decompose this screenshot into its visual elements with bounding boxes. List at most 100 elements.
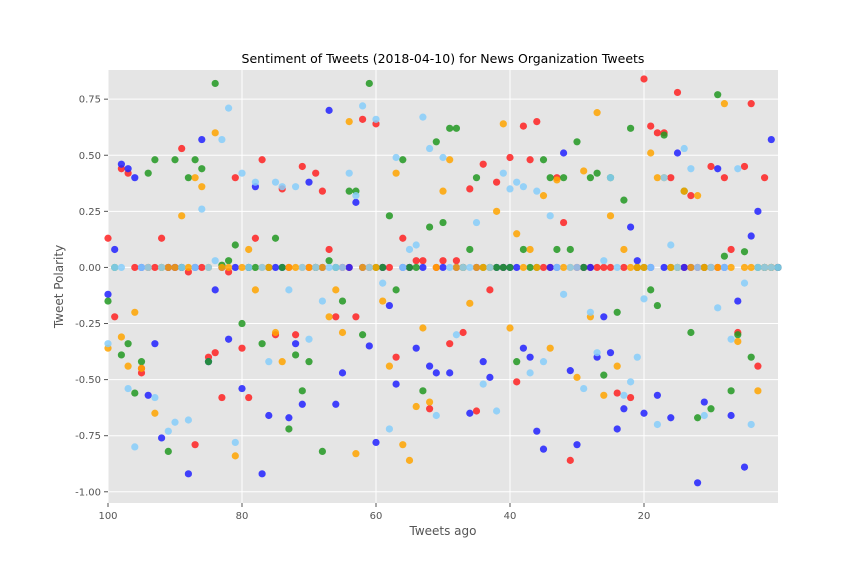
data-point-gold xyxy=(218,263,226,272)
data-point-gold xyxy=(426,398,434,406)
data-point-gold xyxy=(338,328,347,337)
x-tick-label: 100 xyxy=(98,511,117,522)
data-point-red xyxy=(566,456,574,464)
data-point-green xyxy=(426,223,434,231)
data-point-gold xyxy=(151,409,159,417)
data-point-green xyxy=(131,389,139,397)
data-point-blue xyxy=(124,165,132,173)
data-point-blue xyxy=(546,263,554,272)
data-point-blue xyxy=(627,223,635,231)
data-point-green xyxy=(198,165,206,173)
data-point-blue xyxy=(104,290,112,298)
data-point-lightblue xyxy=(392,153,400,162)
data-point-lightblue xyxy=(359,102,367,110)
data-point-green xyxy=(707,405,715,413)
data-point-green xyxy=(117,351,125,359)
data-point-blue xyxy=(144,391,152,399)
data-point-red xyxy=(667,174,675,182)
data-point-blue xyxy=(573,441,581,449)
data-point-red xyxy=(131,263,139,272)
data-point-lightblue xyxy=(486,263,494,272)
data-point-green xyxy=(513,358,521,366)
data-point-green xyxy=(586,174,595,182)
data-point-gold xyxy=(620,245,628,254)
data-point-blue xyxy=(265,411,273,420)
data-point-blue xyxy=(673,149,682,157)
data-point-blue xyxy=(560,149,568,157)
data-point-green xyxy=(613,308,621,316)
data-point-red xyxy=(720,174,729,182)
data-point-green xyxy=(560,174,568,182)
data-point-lightblue xyxy=(680,144,688,153)
data-point-gold xyxy=(754,387,762,395)
data-point-red xyxy=(332,313,340,321)
data-point-lightblue xyxy=(720,263,729,272)
data-point-lightblue xyxy=(426,144,434,153)
data-point-lightblue xyxy=(439,153,447,162)
data-point-green xyxy=(385,212,393,220)
data-point-blue xyxy=(479,358,487,366)
data-point-gold xyxy=(747,263,755,272)
data-point-blue xyxy=(620,405,628,413)
data-point-lightblue xyxy=(761,263,769,272)
data-point-gold xyxy=(352,450,360,458)
data-point-green xyxy=(580,263,588,272)
data-point-blue xyxy=(747,232,755,240)
data-point-gold xyxy=(472,263,481,272)
data-point-green xyxy=(225,257,233,265)
data-point-green xyxy=(379,263,387,272)
data-point-blue xyxy=(439,263,447,272)
data-point-green xyxy=(439,218,447,227)
data-point-lightblue xyxy=(620,391,628,399)
data-point-gold xyxy=(359,263,367,272)
data-point-green xyxy=(325,257,333,265)
data-point-gold xyxy=(452,263,460,272)
data-point-blue xyxy=(566,367,574,375)
data-point-gold xyxy=(640,263,648,272)
data-point-green xyxy=(687,328,695,337)
x-axis-ticks: 100 80 60 40 20 xyxy=(98,503,650,522)
data-point-green xyxy=(539,156,548,164)
data-point-red xyxy=(459,328,467,337)
data-point-gold xyxy=(720,100,729,108)
data-point-red xyxy=(218,393,226,402)
data-point-blue xyxy=(305,178,313,186)
data-point-lightblue xyxy=(667,241,675,249)
data-point-gold xyxy=(117,333,125,341)
data-point-green xyxy=(734,331,742,339)
data-point-red xyxy=(419,257,427,265)
data-point-lightblue xyxy=(151,393,159,402)
data-point-lightblue xyxy=(345,169,353,177)
data-point-lightblue xyxy=(627,378,635,386)
data-point-gold xyxy=(137,364,146,372)
data-point-red xyxy=(533,118,541,126)
data-point-lightblue xyxy=(178,263,186,272)
data-point-lightblue xyxy=(131,443,139,451)
data-point-green xyxy=(506,263,514,272)
data-point-gold xyxy=(405,456,414,464)
data-point-blue xyxy=(412,344,420,352)
data-point-blue xyxy=(419,263,427,272)
y-tick-label: 0.00 xyxy=(79,263,101,274)
data-point-gold xyxy=(539,192,548,200)
data-point-lightblue xyxy=(265,358,273,366)
data-point-blue xyxy=(432,369,440,377)
data-point-green xyxy=(412,263,420,272)
data-point-lightblue xyxy=(238,169,246,177)
data-point-blue xyxy=(680,263,688,272)
data-point-red xyxy=(352,313,360,321)
data-point-red xyxy=(747,100,755,108)
data-point-green xyxy=(499,263,507,272)
data-point-green xyxy=(345,187,353,195)
data-point-lightblue xyxy=(278,183,286,191)
data-point-blue xyxy=(225,335,233,343)
data-point-blue xyxy=(211,286,219,294)
data-point-red xyxy=(560,218,568,227)
data-point-gold xyxy=(606,212,615,220)
data-point-gold xyxy=(553,176,561,184)
data-point-green xyxy=(566,245,574,254)
data-point-gold xyxy=(372,263,380,272)
data-point-gold xyxy=(526,245,534,254)
data-point-lightblue xyxy=(137,263,146,272)
